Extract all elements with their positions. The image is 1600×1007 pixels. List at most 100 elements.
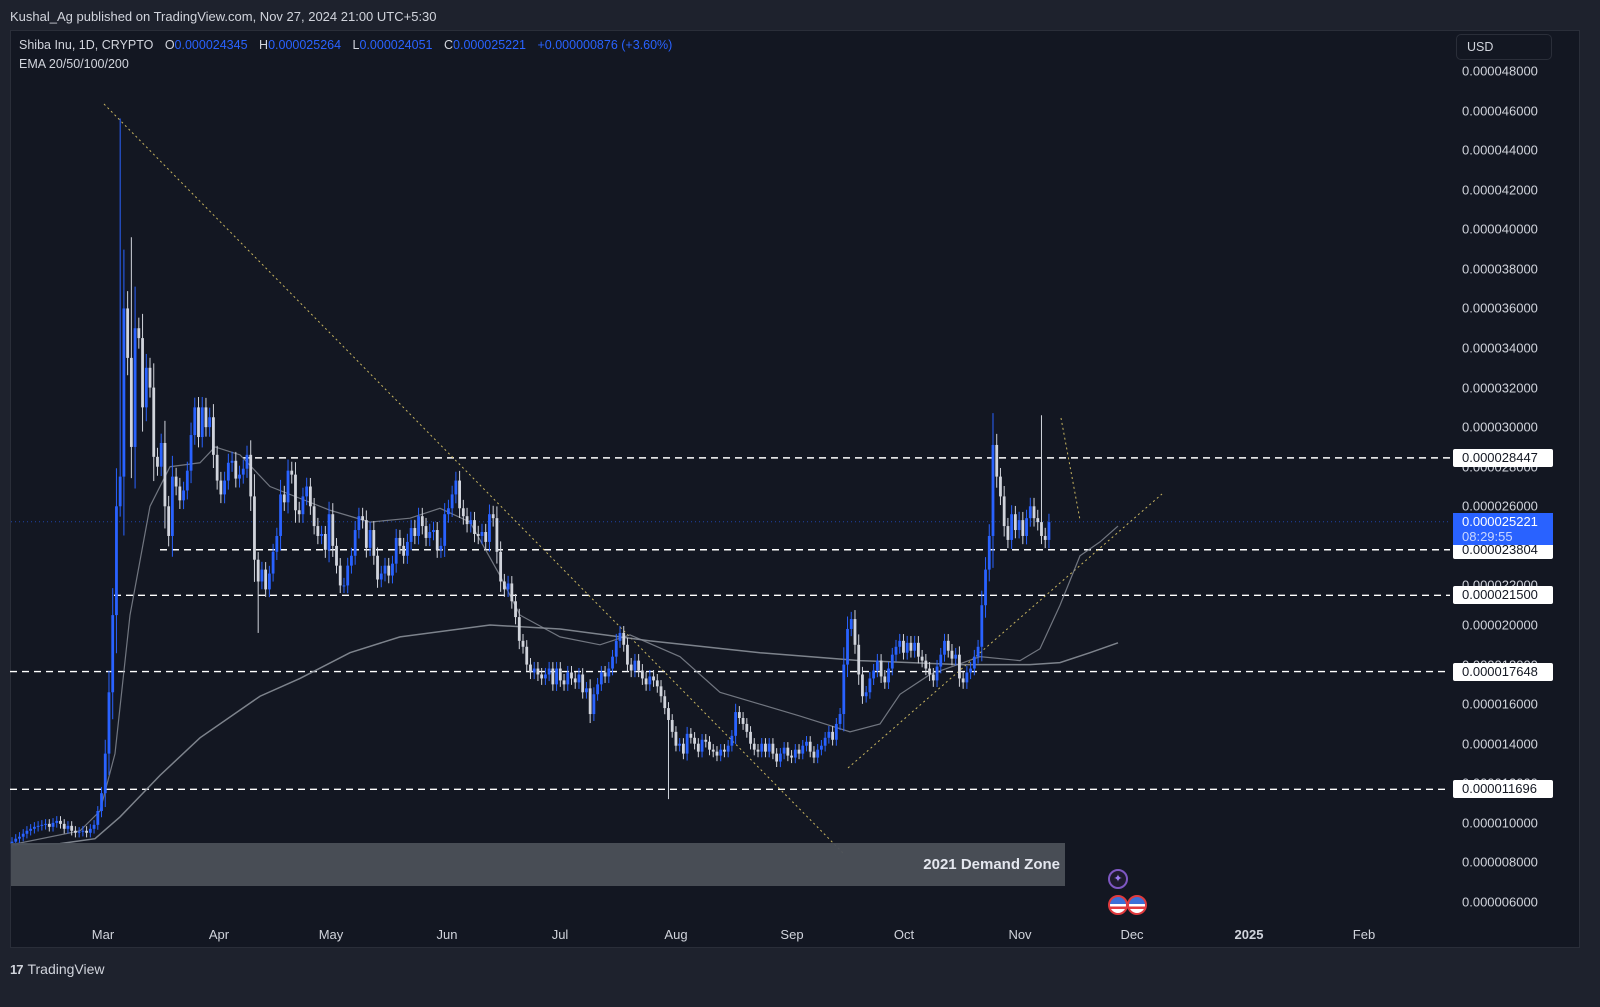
candle-body xyxy=(708,741,711,750)
us-flag-event-icon[interactable] xyxy=(1108,895,1128,915)
symbol-title[interactable]: Shiba Inu, 1D, CRYPTO xyxy=(19,38,154,52)
candle-body xyxy=(126,308,130,358)
candle-body xyxy=(107,692,111,754)
candle-body xyxy=(454,480,458,495)
candle-body xyxy=(764,743,767,752)
candle-body xyxy=(823,737,827,746)
level-price-label: 0.000011696 xyxy=(1453,780,1553,799)
candle-body xyxy=(439,545,443,550)
candle-body xyxy=(320,533,323,536)
candle-body xyxy=(342,585,346,587)
candle-body xyxy=(122,308,126,477)
candle-body xyxy=(861,674,864,697)
candle-body xyxy=(883,676,887,683)
candle-body xyxy=(950,650,954,659)
candle-body xyxy=(357,516,361,531)
candle-body xyxy=(271,551,275,574)
candle-body xyxy=(846,628,849,665)
sparkle-event-icon[interactable]: ✦ xyxy=(1108,869,1128,889)
demand-zone-rectangle[interactable]: 2021 Demand Zone xyxy=(11,843,1065,886)
candle-body xyxy=(711,749,715,752)
candle-body xyxy=(297,510,301,515)
currency-button[interactable]: USD xyxy=(1456,34,1552,60)
close-value: 0.000025221 xyxy=(453,38,527,52)
level-price-label: 0.000028447 xyxy=(1453,448,1553,467)
price-axis-tick: 0.000010000 xyxy=(1462,815,1538,831)
demand-zone-label: 2021 Demand Zone xyxy=(923,856,1060,873)
candle-body xyxy=(402,545,406,556)
candle-body xyxy=(361,516,365,521)
candle-body xyxy=(301,496,305,515)
candle-body xyxy=(163,442,167,507)
price-axis-tick: 0.000008000 xyxy=(1462,854,1538,870)
tradingview-logo[interactable]: 17 TradingView xyxy=(10,961,105,977)
candle-body xyxy=(170,476,174,536)
candle-body xyxy=(118,476,122,507)
candle-body xyxy=(849,619,853,629)
ema-20-line xyxy=(11,446,1119,846)
candle-body xyxy=(55,820,59,823)
us-flag-event-icon[interactable] xyxy=(1127,895,1147,915)
candle-body xyxy=(670,719,674,732)
candle-body xyxy=(838,714,842,724)
candle-body xyxy=(420,516,424,527)
candle-body xyxy=(59,820,62,824)
candle-body xyxy=(726,745,730,752)
candle-body xyxy=(611,656,614,669)
publisher-line: Kushal_Ag published on TradingView.com, … xyxy=(10,9,437,24)
candle-body xyxy=(66,825,70,829)
candle-body xyxy=(592,694,596,715)
candle-body xyxy=(480,532,484,536)
candle-body xyxy=(976,646,980,657)
candle-body xyxy=(394,537,398,564)
candle-body xyxy=(279,494,282,536)
candle-body xyxy=(383,565,387,574)
candle-body xyxy=(704,739,708,742)
candle-body xyxy=(47,823,51,827)
price-axis-tick: 0.000038000 xyxy=(1462,261,1538,277)
candle-body xyxy=(648,676,652,685)
candle-body xyxy=(309,486,312,507)
candle-body xyxy=(327,514,331,550)
candle-body xyxy=(995,444,999,477)
open-value: 0.000024345 xyxy=(174,38,248,52)
candle-body xyxy=(566,672,570,685)
candle-body xyxy=(77,831,81,833)
candle-body xyxy=(182,490,185,501)
price-axis-tick: 0.000036000 xyxy=(1462,300,1538,316)
chart-pane[interactable] xyxy=(10,30,1580,948)
candle-body xyxy=(25,830,29,834)
candle-body xyxy=(506,583,510,590)
candle-body xyxy=(294,474,297,511)
candle-body xyxy=(230,460,234,463)
candle-body xyxy=(305,486,309,497)
candle-body xyxy=(450,494,454,509)
candle-body xyxy=(495,518,499,552)
candle-body xyxy=(312,506,316,527)
candle-body xyxy=(980,605,984,647)
candle-body xyxy=(689,733,693,738)
candle-body xyxy=(629,664,633,671)
candle-body xyxy=(514,601,517,618)
price-axis-tick: 0.000030000 xyxy=(1462,419,1538,435)
ema-indicator-label[interactable]: EMA 20/50/100/200 xyxy=(19,57,129,71)
candle-body xyxy=(234,460,238,479)
candle-body xyxy=(905,642,909,653)
candle-body xyxy=(178,486,182,501)
candle-body xyxy=(21,833,25,837)
candle-body xyxy=(622,632,626,645)
candle-body xyxy=(40,824,44,826)
candle-body xyxy=(197,407,200,438)
candle-body xyxy=(435,530,439,550)
candle-body xyxy=(267,573,271,590)
candle-body xyxy=(189,435,193,471)
candle-body xyxy=(458,480,461,509)
candle-body xyxy=(502,581,506,590)
high-value: 0.000025264 xyxy=(268,38,342,52)
candle-body xyxy=(771,743,775,754)
candle-body xyxy=(409,528,413,542)
candle-body xyxy=(596,684,600,695)
current-price-label: 0.000025221 08:29:55 xyxy=(1453,512,1553,545)
candle-body xyxy=(991,444,995,536)
